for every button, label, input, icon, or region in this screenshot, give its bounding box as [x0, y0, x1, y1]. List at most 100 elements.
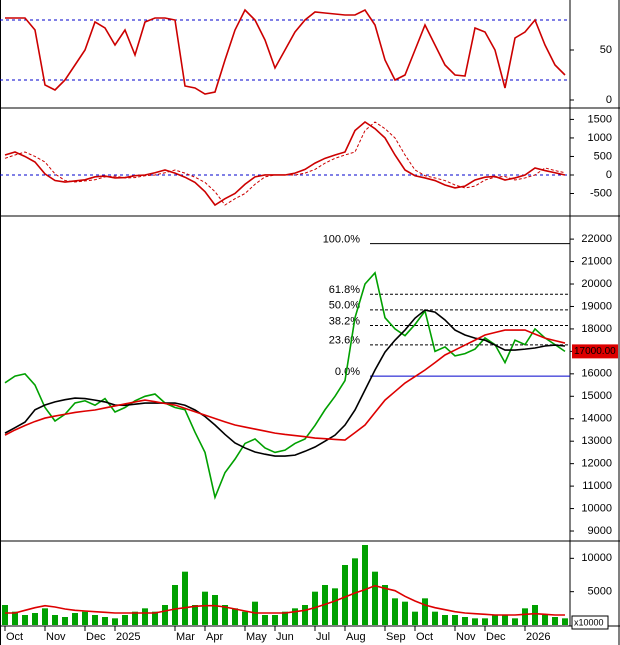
y-tick-label: 1500	[588, 113, 612, 125]
volume-bar	[62, 617, 68, 625]
volume-bar	[442, 615, 448, 625]
volume-bar	[422, 598, 428, 625]
volume-bar	[22, 615, 28, 625]
x-tick-label: 2026	[526, 631, 550, 643]
y-tick-label: 1000	[588, 132, 612, 144]
fib-label: 0.0%	[335, 366, 360, 378]
x-tick-label: Sep	[386, 631, 406, 643]
volume-bar	[512, 618, 518, 625]
y-tick-label: 10000	[581, 502, 612, 514]
y-tick-label: 12000	[581, 458, 612, 470]
volume-bar	[82, 611, 88, 625]
volume-bar	[272, 615, 278, 625]
series-line	[4, 309, 566, 457]
x-tick-label: 2025	[116, 631, 140, 643]
fib-label: 50.0%	[329, 300, 360, 312]
y-tick-label: -500	[590, 187, 612, 199]
y-tick-label: 11000	[582, 480, 612, 492]
volume-bar	[302, 605, 308, 625]
volume-bar	[292, 608, 298, 625]
volume-bar	[182, 571, 188, 625]
y-tick-label: 18000	[581, 323, 612, 335]
volume-bar	[152, 611, 158, 625]
volume-bar	[242, 611, 248, 625]
unit-label: x10000	[574, 617, 604, 627]
x-tick-label: Nov	[46, 631, 66, 643]
volume-bar	[212, 595, 218, 625]
volume-bar	[192, 605, 198, 625]
y-tick-label: 14000	[581, 413, 612, 425]
volume-bar	[2, 605, 8, 625]
volume-bar	[342, 565, 348, 625]
volume-bar	[562, 618, 568, 625]
volume-bar	[482, 618, 488, 625]
volume-bar	[472, 618, 478, 625]
y-tick-label: 15000	[581, 390, 612, 402]
x-tick-label: Apr	[206, 631, 223, 643]
series-line	[4, 329, 566, 441]
volume-bar	[72, 613, 78, 625]
fib-label: 100.0%	[323, 234, 361, 246]
volume-bar	[132, 611, 138, 625]
volume-bar	[162, 605, 168, 625]
series-line	[4, 121, 566, 207]
y-tick-label: 22000	[581, 233, 612, 245]
y-tick-label: 16000	[581, 368, 612, 380]
volume-bar	[112, 618, 118, 625]
x-tick-label: Nov	[456, 631, 476, 643]
x-tick-label: Mar	[176, 631, 195, 643]
x-tick-label: May	[246, 631, 267, 643]
volume-bar	[552, 617, 558, 625]
volume-bar	[262, 615, 268, 625]
volume-bar	[532, 605, 538, 625]
x-tick-label: Dec	[486, 631, 506, 643]
series-line	[4, 271, 566, 501]
x-tick-label: Jul	[316, 631, 330, 643]
volume-bar	[122, 615, 128, 625]
y-tick-label: 21000	[581, 255, 612, 267]
volume-bar	[332, 588, 338, 625]
volume-bar	[202, 591, 208, 625]
y-tick-label: 0	[606, 94, 612, 106]
volume-bar	[452, 615, 458, 625]
volume-bar	[492, 615, 498, 625]
series-line	[5, 584, 565, 616]
series-line	[4, 121, 566, 206]
volume-bar	[502, 615, 508, 625]
volume-bar	[52, 615, 58, 625]
volume-bar	[362, 545, 368, 625]
volume-bar	[102, 617, 108, 625]
volume-bar	[232, 608, 238, 625]
volume-bar	[432, 611, 438, 625]
volume-bar	[42, 608, 48, 625]
last-price-label: 17000.00	[574, 346, 616, 357]
y-tick-label: 19000	[581, 300, 612, 312]
y-tick-label: 10000	[581, 552, 612, 564]
y-tick-label: 13000	[581, 435, 612, 447]
volume-bar	[172, 585, 178, 625]
x-tick-label: Aug	[346, 631, 366, 643]
y-tick-label: 0	[606, 169, 612, 181]
volume-bar	[32, 613, 38, 625]
volume-bar	[282, 611, 288, 625]
fib-label: 23.6%	[329, 335, 360, 347]
x-tick-label: Jun	[276, 631, 294, 643]
y-tick-label: 500	[594, 150, 612, 162]
last-price-box	[572, 344, 618, 359]
volume-bar	[382, 585, 388, 625]
volume-bar	[412, 611, 418, 625]
x-tick-label: Oct	[416, 631, 433, 643]
x-tick-label: Oct	[6, 631, 23, 643]
volume-bar	[92, 615, 98, 625]
series-line	[5, 8, 566, 95]
volume-bar	[402, 601, 408, 625]
volume-bar	[222, 605, 228, 625]
x-tick-label: Dec	[86, 631, 106, 643]
volume-bar	[542, 615, 548, 625]
fib-label: 38.2%	[329, 315, 360, 327]
volume-bar	[352, 558, 358, 625]
fib-label: 61.8%	[329, 284, 360, 296]
volume-bar	[142, 608, 148, 625]
volume-bar	[12, 611, 18, 625]
